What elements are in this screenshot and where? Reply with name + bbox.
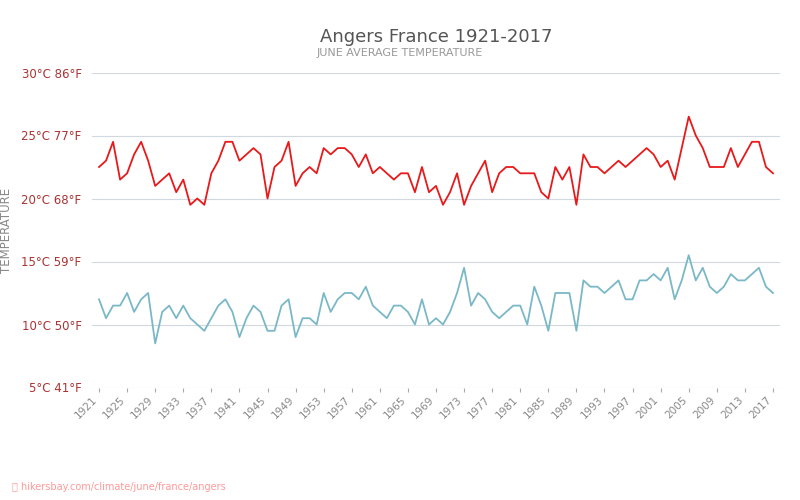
Text: 📍 hikersbay.com/climate/june/france/angers: 📍 hikersbay.com/climate/june/france/ange… (12, 482, 226, 492)
Title: Angers France 1921-2017: Angers France 1921-2017 (320, 28, 552, 46)
Text: JUNE AVERAGE TEMPERATURE: JUNE AVERAGE TEMPERATURE (317, 48, 483, 58)
Y-axis label: TEMPERATURE: TEMPERATURE (0, 188, 13, 272)
